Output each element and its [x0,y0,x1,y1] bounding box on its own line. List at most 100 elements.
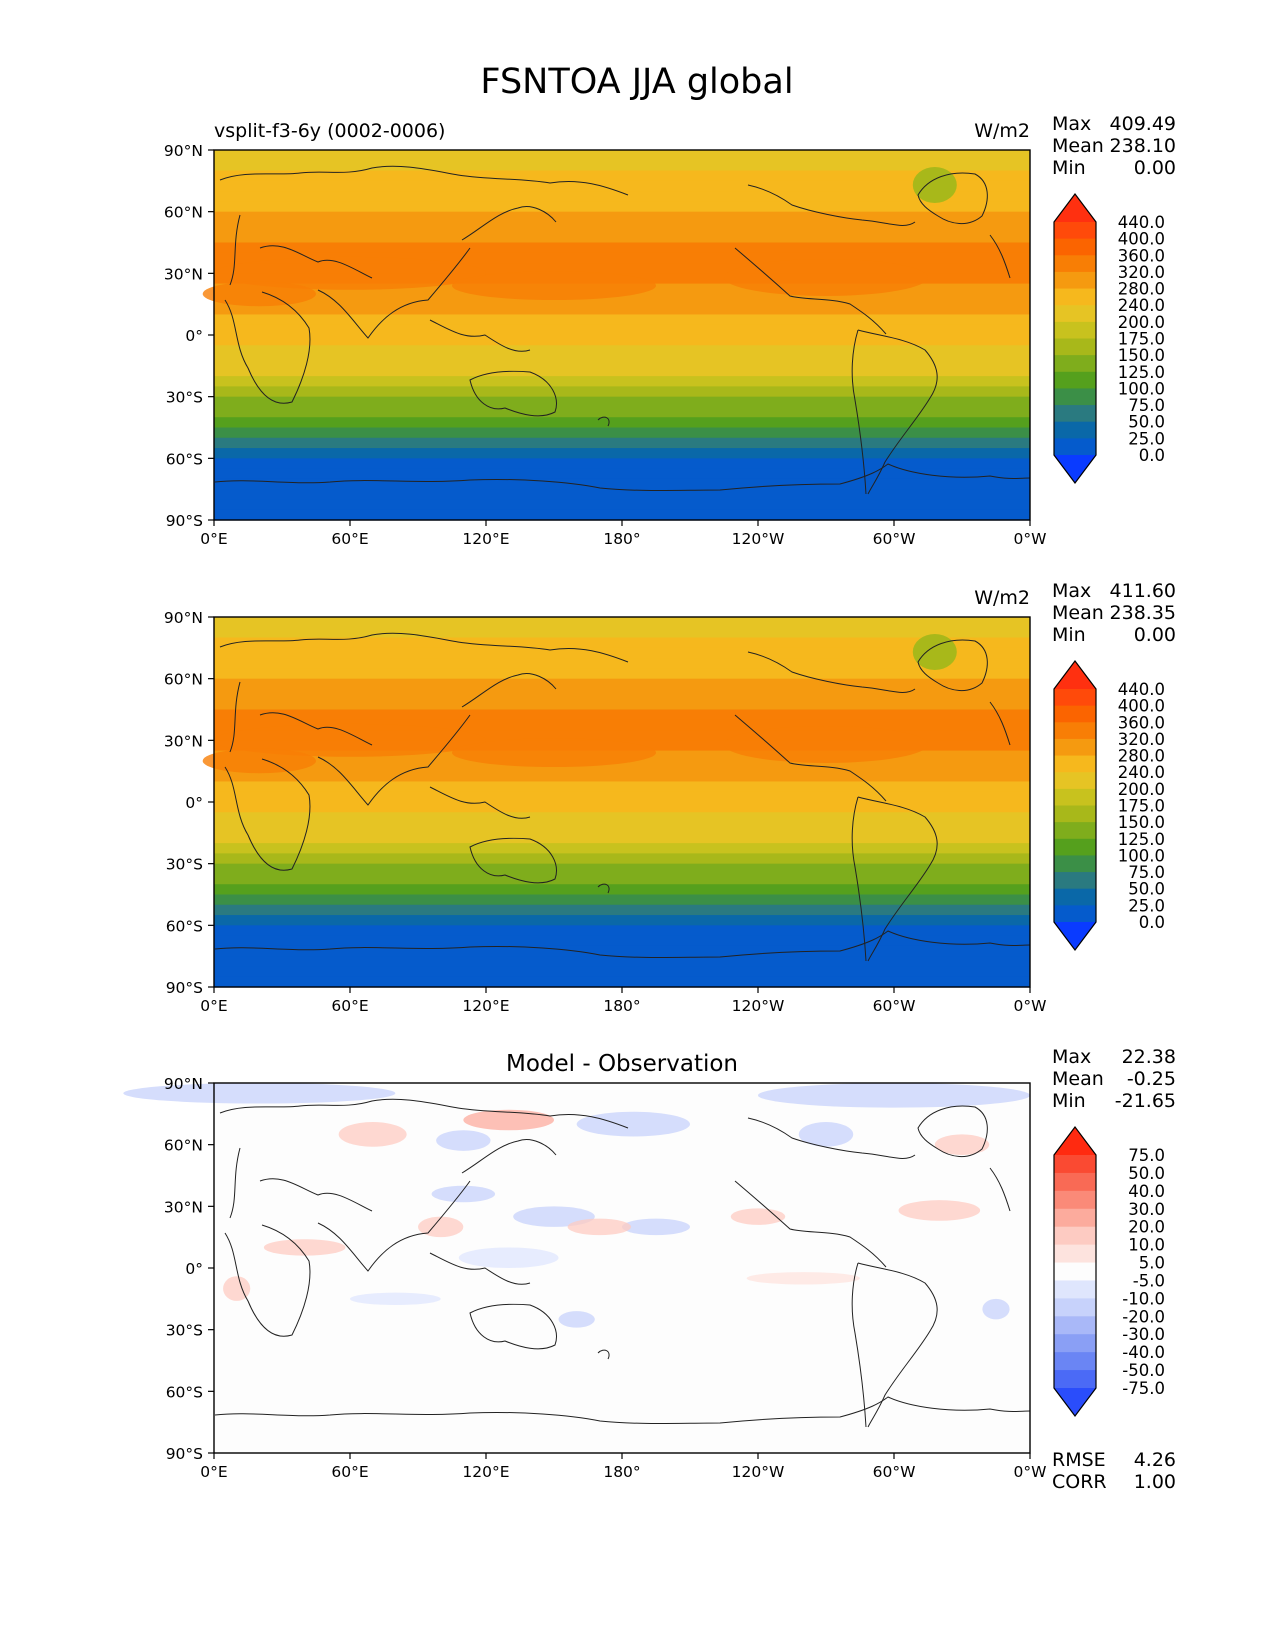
x-tick-label: 180° [603,997,640,1015]
stat-value: -0.25 [1127,1068,1176,1090]
colorbar-tick-label: 100.0 [1118,846,1165,865]
colorbar-tick-label: 150.0 [1118,346,1165,365]
field-band [214,678,1030,690]
field-band [214,822,1030,834]
stat-label: Min [1052,157,1086,179]
y-tick-label: 60°N [164,204,203,222]
colorbar-segment [1054,355,1096,373]
colorbar-segment [1054,1352,1096,1371]
y-tick-label: 90°S [166,979,203,997]
colorbar-tick-label: 320.0 [1118,730,1165,749]
stat-value: -21.65 [1115,1090,1176,1112]
field-band [214,843,1030,854]
y-tick-label: 0° [185,327,203,345]
field-patch [513,1206,595,1227]
field-band [214,853,1030,865]
y-tick-label: 60°N [164,1137,203,1155]
colorbar-segment [1054,788,1096,806]
colorbar-outline [1053,193,1097,484]
x-tick-label: 60°W [873,997,916,1015]
x-tick-label: 60°E [331,530,368,548]
field-band [214,242,1030,254]
colorbar-segment [1054,1316,1096,1335]
y-tick-label: 30°N [164,265,203,283]
colorbar-segment [1054,1280,1096,1299]
field-band [214,345,1030,357]
field-band [214,658,1030,669]
colorbar-tick-label: 25.0 [1128,429,1165,448]
colorbar-tick-label: 75.0 [1128,863,1165,882]
field-band [214,365,1030,377]
field-patch [338,1122,407,1147]
stat-label: Mean [1052,135,1104,157]
map-field [123,1083,1030,1453]
colorbar-extend-max [1054,661,1096,689]
x-tick-label: 60°E [331,997,368,1015]
colorbar-segment [1054,271,1096,290]
colorbar-segment [1054,805,1096,823]
field-patch [758,1083,1030,1108]
map-field [202,617,1030,988]
colorbar-extend-min [1054,922,1096,950]
colorbar-segment [1054,722,1096,740]
field-band [214,802,1030,813]
field-patch [452,271,656,301]
metric-label: CORR [1052,1471,1107,1493]
field-band [214,719,1030,731]
colorbar-tick-label: -10.0 [1122,1289,1165,1308]
panel-title-left: vsplit-f3-6y (0002-0006) [214,120,445,142]
x-tick-label: 60°E [331,1463,368,1481]
field-patch [463,1109,554,1131]
y-tick-label: 30°S [166,1322,203,1340]
stat-value: 238.35 [1110,602,1176,624]
panels: 0°E 60°E 120°E 180° 120°W 60°W 0°W 90°N 60°N 30°N… [123,113,1176,1493]
colorbar-segment [1054,405,1096,423]
colorbar-segment [1054,872,1096,890]
field-band [214,627,1030,639]
field-patch [452,738,656,768]
colorbar: 440.0400.0360.0320.0280.0240.0200.0175.0… [1053,660,1165,951]
field-band [214,668,1030,680]
colorbar-extend-min [1054,455,1096,483]
y-tick-label: 30°N [164,1198,203,1216]
field-patch [982,1298,1010,1320]
x-tick-label: 180° [603,1463,640,1481]
field-band [214,324,1030,336]
stat-value: 238.10 [1110,135,1176,157]
colorbar-tick-label: 100.0 [1118,379,1165,398]
stat-label: Max [1052,580,1091,602]
x-tick-label: 60°W [873,530,916,548]
colorbar: 440.0400.0360.0320.0280.0240.0200.0175.0… [1053,193,1165,484]
colorbar-tick-label: 240.0 [1118,296,1165,315]
field-patch [458,1247,559,1268]
stat-value: 409.49 [1110,113,1176,135]
x-tick-label: 0°W [1014,1463,1047,1481]
colorbar-tick-label: -75.0 [1122,1379,1165,1398]
field-band [214,263,1030,274]
field-patch [263,1239,346,1256]
field-band [214,355,1030,367]
colorbar-tick-label: 150.0 [1118,813,1165,832]
colorbar-tick-label: 125.0 [1118,363,1165,382]
field-band [214,191,1030,202]
colorbar-tick-label: 175.0 [1118,797,1165,816]
colorbar-segment [1054,1208,1096,1228]
y-tick-label: 90°N [164,142,203,160]
colorbar-segment [1054,705,1096,723]
field-band [214,925,1030,937]
x-tick-label: 120°W [732,530,785,548]
field-band [214,617,1030,628]
field-band [214,904,1030,916]
y-tick-label: 60°N [164,671,203,689]
colorbar-tick-label: 320.0 [1118,263,1165,282]
stat-label: Mean [1052,602,1104,624]
figure-title: FSNTOA JJA global [480,62,793,102]
colorbar-segment [1054,1226,1096,1246]
y-tick-label: 60°S [166,917,203,935]
colorbar-segment [1054,222,1096,240]
colorbar-tick-label: -30.0 [1122,1325,1165,1344]
colorbar-segment [1054,371,1096,389]
field-band [214,499,1030,511]
field-band [214,832,1030,844]
colorbar-extend-max [1054,194,1096,222]
